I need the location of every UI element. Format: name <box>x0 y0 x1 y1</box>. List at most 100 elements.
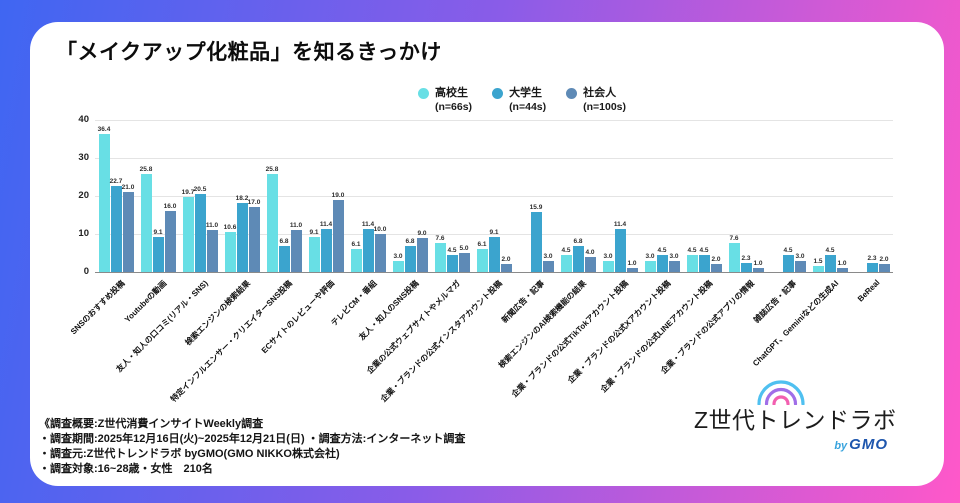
bar-value-label: 10.0 <box>373 226 387 233</box>
bar-社会人-12 <box>626 268 638 272</box>
x-axis-label: ChatGPT、Geminiなどの生成AI <box>750 278 841 369</box>
legend-dot-university-icon <box>492 88 504 99</box>
bar-大学生-1 <box>152 237 164 272</box>
bar-value-label: 1.0 <box>627 260 637 268</box>
bar-value-label: 5.0 <box>459 245 469 252</box>
bar-社会人-0 <box>122 192 134 272</box>
bar-社会人-10 <box>542 260 554 272</box>
bar-value-label: 11.0 <box>289 222 303 230</box>
legend-label: 高校生 <box>435 87 468 99</box>
bar-大学生-17 <box>824 254 836 272</box>
bar-高校生-7 <box>392 260 404 272</box>
legend-item-worker: 社会人 (n=100s) <box>566 86 626 114</box>
bar-社会人-17 <box>836 268 848 272</box>
gridline-40 <box>95 120 893 121</box>
gridline-30 <box>95 158 893 159</box>
bar-大学生-2 <box>194 194 206 272</box>
bar-高校生-9 <box>476 248 488 272</box>
survey-note-line: 《調査概要:Z世代消費インサイトWeekly調査 <box>39 418 264 430</box>
bar-value-label: 4.5 <box>687 246 697 254</box>
bar-value-label: 3.0 <box>543 252 553 260</box>
bar-社会人-16 <box>794 260 806 272</box>
bar-大学生-9 <box>488 237 500 272</box>
content-card: 「メイクアップ化粧品」を知るきっかけ 高校生 (n=66s) 大学生 (n=44… <box>30 22 944 486</box>
bar-value-label: 20.5 <box>193 186 207 194</box>
bar-高校生-0 <box>98 133 110 272</box>
bar-高校生-14 <box>686 254 698 272</box>
bar-value-label: 6.1 <box>477 240 487 248</box>
bar-value-label: 7.6 <box>729 235 739 243</box>
bar-社会人-8 <box>458 253 470 272</box>
bar-value-label: 19.7 <box>181 189 195 197</box>
legend-item-highschool: 高校生 (n=66s) <box>418 86 472 114</box>
bar-value-label: 21.0 <box>121 184 135 192</box>
bar-高校生-12 <box>602 260 614 272</box>
bar-value-label: 25.8 <box>265 165 279 173</box>
bar-value-label: 3.0 <box>669 252 679 260</box>
by-label: by <box>834 440 848 452</box>
x-axis-label: BeReal <box>855 278 882 304</box>
bar-高校生-15 <box>728 243 740 272</box>
survey-notes: 《調査概要:Z世代消費インサイトWeekly調査 ・調査期間:2025年12月1… <box>39 417 465 477</box>
bar-value-label: 1.5 <box>813 258 823 266</box>
bar-社会人-11 <box>584 256 596 272</box>
bar-大学生-8 <box>446 254 458 272</box>
bar-value-label: 18.2 <box>235 194 249 202</box>
bar-大学生-0 <box>110 185 122 272</box>
gridline-10 <box>95 234 893 235</box>
bar-大学生-10 <box>530 211 542 272</box>
bar-大学生-6 <box>362 228 374 272</box>
bar-value-label: 9.1 <box>309 229 319 237</box>
legend-dot-worker-icon <box>566 88 578 99</box>
bar-value-label: 2.0 <box>501 256 511 264</box>
bar-value-label: 4.5 <box>561 246 571 254</box>
bar-value-label: 19.0 <box>331 191 345 199</box>
bar-高校生-2 <box>182 197 194 272</box>
bar-value-label: 4.5 <box>783 246 793 254</box>
bar-chart: 0 10 20 30 40 36.4 25.8 19.7 10.6 25.8 9.1 6.1 3.0 7.… <box>68 114 893 404</box>
bar-value-label: 11.0 <box>205 222 219 230</box>
bar-大学生-18 <box>866 263 878 272</box>
bar-大学生-15 <box>740 263 752 272</box>
bar-value-label: 22.7 <box>109 177 123 185</box>
legend-label: 社会人 <box>583 87 617 99</box>
bar-高校生-13 <box>644 260 656 272</box>
bar-社会人-2 <box>206 230 218 272</box>
bar-大学生-7 <box>404 246 416 272</box>
bar-value-label: 36.4 <box>97 125 111 133</box>
y-axis-tick: 10 <box>78 228 89 239</box>
bar-高校生-5 <box>308 237 320 272</box>
bar-value-label: 7.6 <box>435 235 445 243</box>
bar-高校生-11 <box>560 254 572 272</box>
bar-高校生-1 <box>140 173 152 272</box>
bar-value-label: 4.0 <box>585 248 595 256</box>
bar-社会人-7 <box>416 237 428 272</box>
bar-value-label: 10.6 <box>223 223 237 231</box>
bar-社会人-13 <box>668 260 680 272</box>
bar-value-label: 4.5 <box>657 246 667 254</box>
bar-value-label: 1.0 <box>837 260 847 268</box>
bar-社会人-6 <box>374 234 386 272</box>
bar-社会人-5 <box>332 199 344 272</box>
legend-dot-highschool-icon <box>418 88 429 99</box>
bar-value-label: 1.0 <box>753 260 763 268</box>
bar-大学生-16 <box>782 254 794 272</box>
bar-大学生-5 <box>320 228 332 272</box>
bar-高校生-6 <box>350 248 362 272</box>
bar-value-label: 3.0 <box>645 252 655 260</box>
bar-value-label: 6.8 <box>573 238 583 246</box>
bar-社会人-3 <box>248 207 260 272</box>
y-axis-tick: 40 <box>78 114 89 125</box>
bar-value-label: 6.1 <box>351 240 361 248</box>
bar-社会人-14 <box>710 264 722 272</box>
bar-value-label: 2.3 <box>741 255 751 263</box>
bar-社会人-9 <box>500 264 512 272</box>
bar-value-label: 16.0 <box>163 203 177 211</box>
bar-大学生-11 <box>572 246 584 272</box>
legend-n: (n=100s) <box>583 101 627 113</box>
bar-value-label: 9.0 <box>417 229 427 237</box>
bar-大学生-12 <box>614 228 626 272</box>
y-axis-tick: 20 <box>78 190 89 201</box>
bar-社会人-1 <box>164 211 176 272</box>
